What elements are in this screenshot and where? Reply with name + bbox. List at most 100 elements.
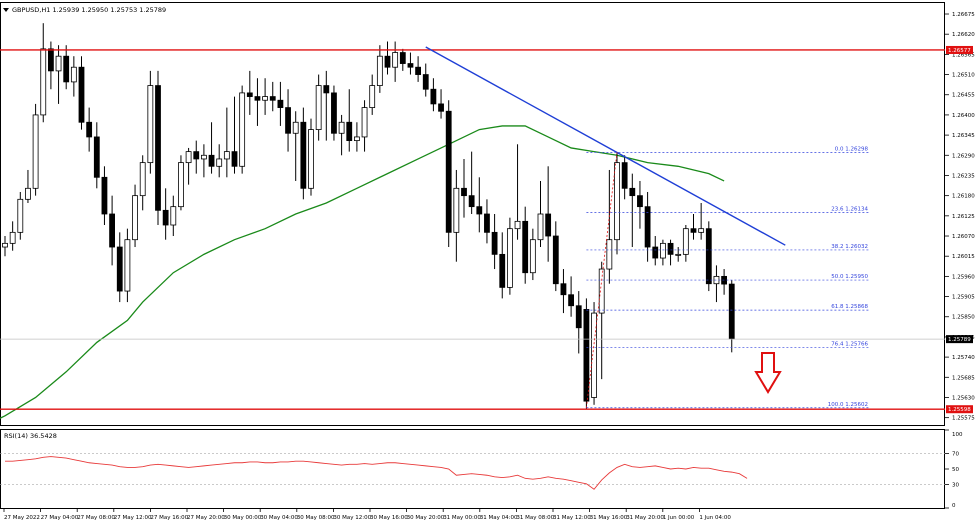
candle-body	[277, 99, 284, 108]
candle	[308, 118, 314, 196]
candle	[506, 217, 513, 295]
candle-body	[652, 246, 659, 259]
fib-level-label: 100.0 1.25602	[828, 402, 868, 408]
candle-body	[86, 121, 93, 138]
candle	[575, 291, 582, 354]
candle-body	[591, 312, 597, 398]
candle	[124, 228, 131, 303]
fib-level-label: 23.6 1.26134	[831, 207, 868, 213]
candle-body	[422, 74, 429, 90]
candle	[155, 70, 161, 226]
candle	[246, 70, 253, 115]
candle	[721, 269, 727, 295]
candle-body	[399, 52, 406, 64]
candle	[568, 276, 574, 317]
time-tick-label: 30 May 16:00	[370, 515, 408, 521]
candle	[170, 195, 177, 237]
candle	[262, 78, 269, 115]
candle	[445, 100, 452, 248]
candle	[652, 236, 659, 266]
candle-body	[529, 239, 536, 274]
time-tick-label: 30 May 08:00	[297, 515, 335, 521]
fib-level-label: 50.0 1.25950	[831, 274, 868, 280]
candle-body	[598, 268, 605, 314]
candle	[705, 221, 712, 292]
candle-body	[132, 195, 138, 241]
candle	[353, 122, 360, 152]
candle	[667, 239, 674, 266]
candle-body	[338, 121, 345, 134]
candle	[2, 236, 8, 257]
candle	[178, 155, 184, 211]
rsi-label: RSI(14) 36.5428	[4, 432, 57, 440]
rsi-line	[5, 456, 748, 490]
candle	[552, 221, 559, 292]
candle	[139, 155, 146, 211]
candle	[32, 103, 39, 196]
candle-body	[216, 158, 223, 167]
candle-body	[392, 52, 399, 68]
levels-layer	[0, 46, 945, 410]
price-tick-label: 1.25685	[952, 375, 975, 381]
candle-body	[415, 66, 422, 75]
candle-body	[78, 66, 85, 123]
candle	[675, 247, 682, 262]
candle	[93, 122, 100, 189]
candle-body	[101, 176, 108, 215]
candle	[560, 269, 567, 314]
candle	[17, 191, 24, 240]
candle-body	[621, 162, 628, 189]
candle-body	[262, 96, 269, 101]
rsi-tick-label: 100	[952, 432, 963, 438]
symbol-dropdown-icon[interactable]	[3, 8, 9, 12]
time-tick-label: 27 May 04:00	[41, 515, 79, 521]
candle-body	[162, 209, 169, 226]
candle-body	[606, 239, 613, 270]
price-tick-label: 1.25740	[952, 355, 975, 361]
rsi-tick-label: 30	[952, 483, 959, 489]
candle	[621, 155, 628, 200]
candle	[361, 100, 368, 152]
candle-body	[239, 92, 246, 167]
trendline	[425, 46, 786, 246]
candle	[453, 169, 460, 262]
candle	[239, 85, 246, 174]
candle	[162, 188, 169, 240]
candle-body	[637, 195, 643, 208]
candle	[422, 63, 429, 97]
time-tick-label: 1 Jun 04:00	[699, 515, 731, 521]
candle-body	[491, 231, 498, 255]
candle	[63, 45, 70, 90]
candle-body	[361, 107, 368, 138]
candle	[606, 169, 613, 284]
candle-body	[25, 187, 31, 200]
candle-body	[353, 136, 360, 142]
candle	[430, 78, 437, 112]
price-tick-label: 1.26070	[952, 234, 975, 240]
candle-body	[178, 162, 184, 208]
candle-body	[484, 213, 490, 233]
candle	[231, 96, 238, 174]
time-tick-label: 27 May 20:00	[187, 515, 225, 521]
candle	[369, 74, 376, 115]
support-price-label: 1.25598	[948, 407, 971, 413]
candle-body	[2, 242, 8, 248]
main-panel-frame	[0, 2, 945, 426]
candle	[70, 56, 77, 97]
candle	[269, 81, 276, 112]
candle	[346, 89, 353, 152]
candle-body	[430, 88, 437, 105]
candle-body	[568, 294, 574, 307]
price-tick-label: 1.26290	[952, 153, 975, 159]
candle	[522, 206, 529, 284]
candle-body	[63, 55, 70, 83]
candle-body	[246, 92, 253, 97]
candle-body	[200, 154, 207, 160]
candle-body	[185, 151, 192, 164]
candle	[384, 41, 391, 75]
price-axis: 1.26675 1.26620 1.26565 1.26510 1.26455 1.264…	[945, 12, 975, 422]
candle-body	[269, 96, 276, 101]
candle	[147, 70, 154, 174]
candle	[491, 214, 498, 270]
